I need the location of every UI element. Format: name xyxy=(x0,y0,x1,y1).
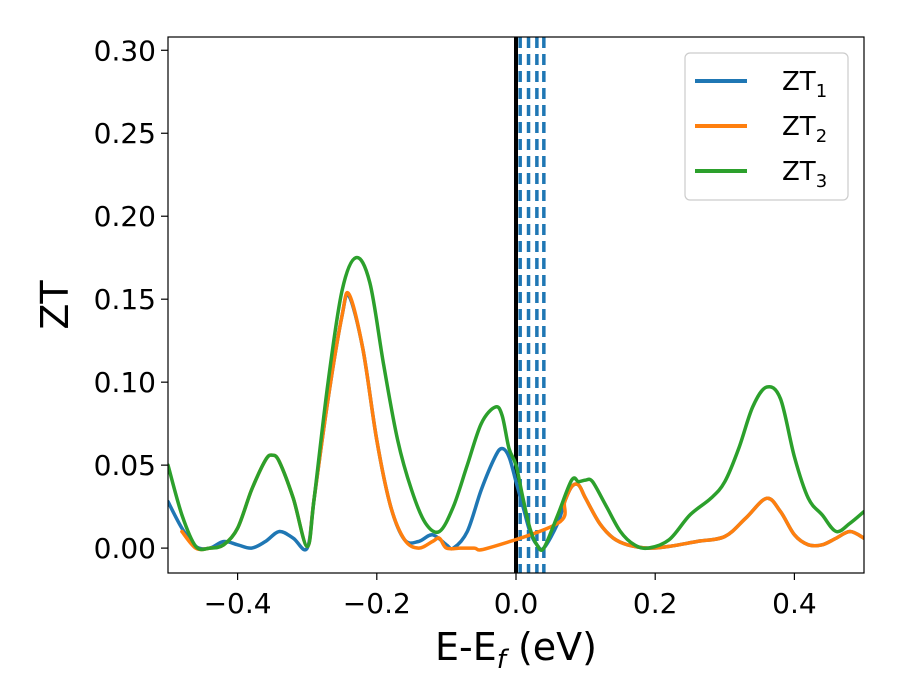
x-tick-label: 0.2 xyxy=(633,587,678,620)
y-tick-label: 0.20 xyxy=(94,200,156,233)
x-tick-label: −0.2 xyxy=(343,587,411,620)
y-tick-label: 0.10 xyxy=(94,366,156,399)
legend-label-zt3: ZT3 xyxy=(782,157,827,192)
legend-label-zt1: ZT1 xyxy=(782,67,827,102)
legend-box xyxy=(684,52,849,201)
y-axis: 0.00 0.05 0.10 0.15 0.20 0.25 0.30 xyxy=(94,34,168,565)
y-tick-label: 0.25 xyxy=(94,117,156,150)
x-axis: −0.4 −0.2 0.0 0.2 0.4 xyxy=(204,573,817,620)
x-tick-label: 0.4 xyxy=(772,587,817,620)
y-tick-label: 0.05 xyxy=(94,449,156,482)
y-tick-label: 0.15 xyxy=(94,283,156,316)
x-tick-label: −0.4 xyxy=(204,587,272,620)
y-axis-title: ZT xyxy=(33,280,77,330)
x-axis-title: E-Ef (eV) xyxy=(435,625,597,675)
series-line-zt3 xyxy=(168,255,864,552)
plot-area xyxy=(168,37,864,573)
legend: ZT1 ZT2 ZT3 xyxy=(684,52,849,201)
legend-label-zt2: ZT2 xyxy=(782,112,827,147)
y-tick-label: 0.00 xyxy=(94,532,156,565)
x-tick-label: 0.0 xyxy=(494,587,539,620)
y-tick-label: 0.30 xyxy=(94,34,156,67)
